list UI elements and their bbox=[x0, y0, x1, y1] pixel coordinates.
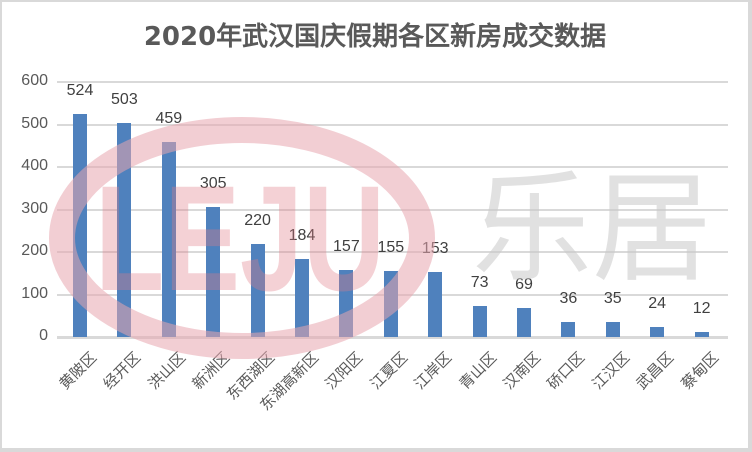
bar bbox=[295, 258, 309, 337]
x-tick-label: 经开区 bbox=[99, 348, 145, 393]
bar bbox=[694, 331, 709, 337]
gridline bbox=[57, 208, 728, 211]
bar bbox=[206, 207, 221, 337]
data-label: 24 bbox=[648, 294, 667, 312]
gridline bbox=[57, 166, 728, 168]
data-label: 524 bbox=[66, 82, 94, 100]
x-tick-label: 黄陂区 bbox=[55, 348, 101, 393]
data-label: 69 bbox=[515, 275, 533, 293]
data-label: 73 bbox=[470, 273, 489, 291]
data-label: 157 bbox=[333, 238, 360, 256]
bar bbox=[117, 123, 132, 337]
bar bbox=[472, 305, 487, 337]
bar bbox=[339, 270, 354, 337]
data-label: 503 bbox=[111, 91, 138, 109]
data-label: 35 bbox=[603, 290, 622, 308]
x-tick-label: 汉南区 bbox=[499, 348, 545, 393]
data-label: 220 bbox=[244, 211, 271, 229]
bar bbox=[250, 243, 265, 337]
y-tick-label: 500 bbox=[21, 114, 48, 132]
data-label: 184 bbox=[288, 226, 316, 244]
data-label: 36 bbox=[559, 289, 578, 307]
x-tick-label: 青山区 bbox=[455, 348, 500, 393]
y-tick-label: 100 bbox=[21, 284, 48, 302]
x-tick-label: 江夏区 bbox=[366, 348, 411, 393]
bar bbox=[383, 271, 398, 337]
data-label: 305 bbox=[199, 175, 227, 193]
x-tick-label: 江汉区 bbox=[588, 348, 633, 393]
bar bbox=[161, 141, 176, 337]
chart-title: 2020年武汉国庆假期各区新房成交数据 bbox=[143, 22, 607, 52]
gridline bbox=[57, 81, 728, 83]
y-tick-label: 0 bbox=[39, 327, 48, 344]
bar bbox=[605, 322, 620, 337]
bar bbox=[650, 326, 665, 337]
bar bbox=[73, 114, 87, 337]
y-tick-label: 600 bbox=[21, 72, 48, 89]
x-tick-label: 硚口区 bbox=[543, 348, 589, 393]
x-tick-label: 汉阳区 bbox=[321, 348, 367, 393]
bar bbox=[428, 271, 443, 337]
y-tick-label: 400 bbox=[21, 157, 48, 174]
data-label: 155 bbox=[377, 239, 405, 257]
data-label: 153 bbox=[421, 239, 449, 257]
data-label: 12 bbox=[692, 299, 711, 317]
chart-frame: 2020年武汉国庆假期各区新房成交数据 0 100 200 300 400 500 600 5… bbox=[2, 2, 748, 448]
x-tick-label: 蔡甸区 bbox=[677, 348, 722, 393]
x-tick-label: 洪山区 bbox=[144, 348, 189, 393]
y-tick-label: 200 bbox=[21, 242, 48, 259]
x-tick-label: 武昌区 bbox=[632, 348, 678, 393]
bar bbox=[561, 321, 576, 337]
data-label: 459 bbox=[155, 109, 183, 127]
y-tick-label: 300 bbox=[21, 199, 48, 217]
bar bbox=[517, 307, 531, 337]
x-tick-label: 江岸区 bbox=[410, 348, 456, 393]
